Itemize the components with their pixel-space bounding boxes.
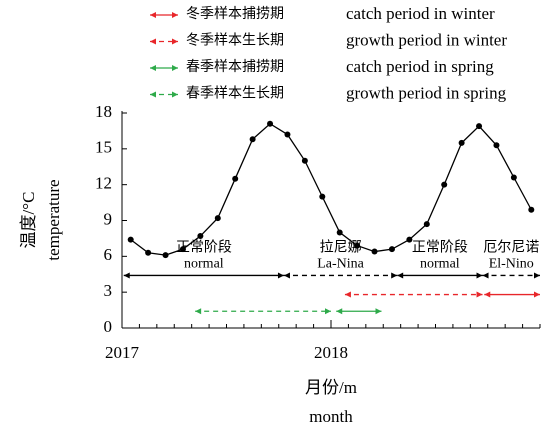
data-point <box>127 236 134 243</box>
legend-swatch-head <box>150 65 178 71</box>
data-point <box>493 142 500 149</box>
y-tick-label: 15 <box>95 138 112 157</box>
data-point <box>458 139 465 146</box>
data-point <box>441 181 448 188</box>
data-point <box>232 175 239 182</box>
phase-label-en: normal <box>420 257 460 272</box>
x-tick-label: 2017 <box>105 343 140 362</box>
x-tick-label: 2018 <box>314 343 348 362</box>
phase-label-en: normal <box>184 257 224 272</box>
legend-swatch-head <box>150 12 178 18</box>
data-point <box>528 206 535 213</box>
data-point <box>214 215 221 222</box>
data-point <box>284 131 291 138</box>
phase-label-cn: 厄尔尼诺 <box>483 240 539 256</box>
data-point <box>336 229 343 236</box>
data-point <box>197 233 204 240</box>
phase-label-cn: 正常阶段 <box>412 240 468 256</box>
legend-swatch-head <box>150 91 178 98</box>
data-point <box>510 174 517 181</box>
y-tick-label: 0 <box>104 317 113 336</box>
data-point <box>301 157 308 164</box>
y-label-en: temperature <box>44 179 63 260</box>
legend-label-en: catch period in spring <box>346 57 494 76</box>
legend-label-en: catch period in winter <box>346 4 495 23</box>
data-point <box>179 246 186 253</box>
data-point <box>354 242 361 249</box>
data-point <box>249 136 256 143</box>
y-tick-label: 3 <box>104 281 113 300</box>
legend-label-cn: 春季样本生长期 <box>186 86 284 102</box>
phase-arrow-head <box>482 272 540 279</box>
y-tick-label: 12 <box>95 174 112 193</box>
data-point <box>388 246 395 253</box>
y-tick-label: 6 <box>104 245 113 264</box>
phase-label-en: El-Nino <box>489 257 534 272</box>
data-point <box>406 236 413 243</box>
legend-label-cn: 冬季样本捕捞期 <box>186 6 284 22</box>
legend-label-en: growth period in winter <box>346 30 507 49</box>
y-tick-label: 9 <box>104 209 113 228</box>
data-point <box>423 221 430 228</box>
y-label-cn: 温度/°C <box>19 192 38 249</box>
legend-swatch-head <box>150 38 178 45</box>
legend-label-cn: 春季样本捕捞期 <box>186 59 284 75</box>
legend-label-cn: 冬季样本生长期 <box>186 33 284 49</box>
data-point <box>319 193 326 200</box>
data-point <box>145 249 152 256</box>
data-point <box>267 120 274 127</box>
x-label-cn: 月份/m <box>305 378 357 397</box>
y-tick-label: 18 <box>95 102 112 121</box>
period-arrow-head <box>484 291 540 298</box>
data-point <box>371 248 378 255</box>
phase-label-cn: 拉尼娜 <box>320 240 362 256</box>
data-point <box>162 252 169 259</box>
data-point <box>476 123 483 130</box>
phase-label-cn: 正常阶段 <box>176 240 232 256</box>
legend-label-en: growth period in spring <box>346 83 507 102</box>
x-label-en: month <box>309 407 353 426</box>
phase-label-en: La-Nina <box>317 257 364 272</box>
data-line <box>130 122 532 256</box>
